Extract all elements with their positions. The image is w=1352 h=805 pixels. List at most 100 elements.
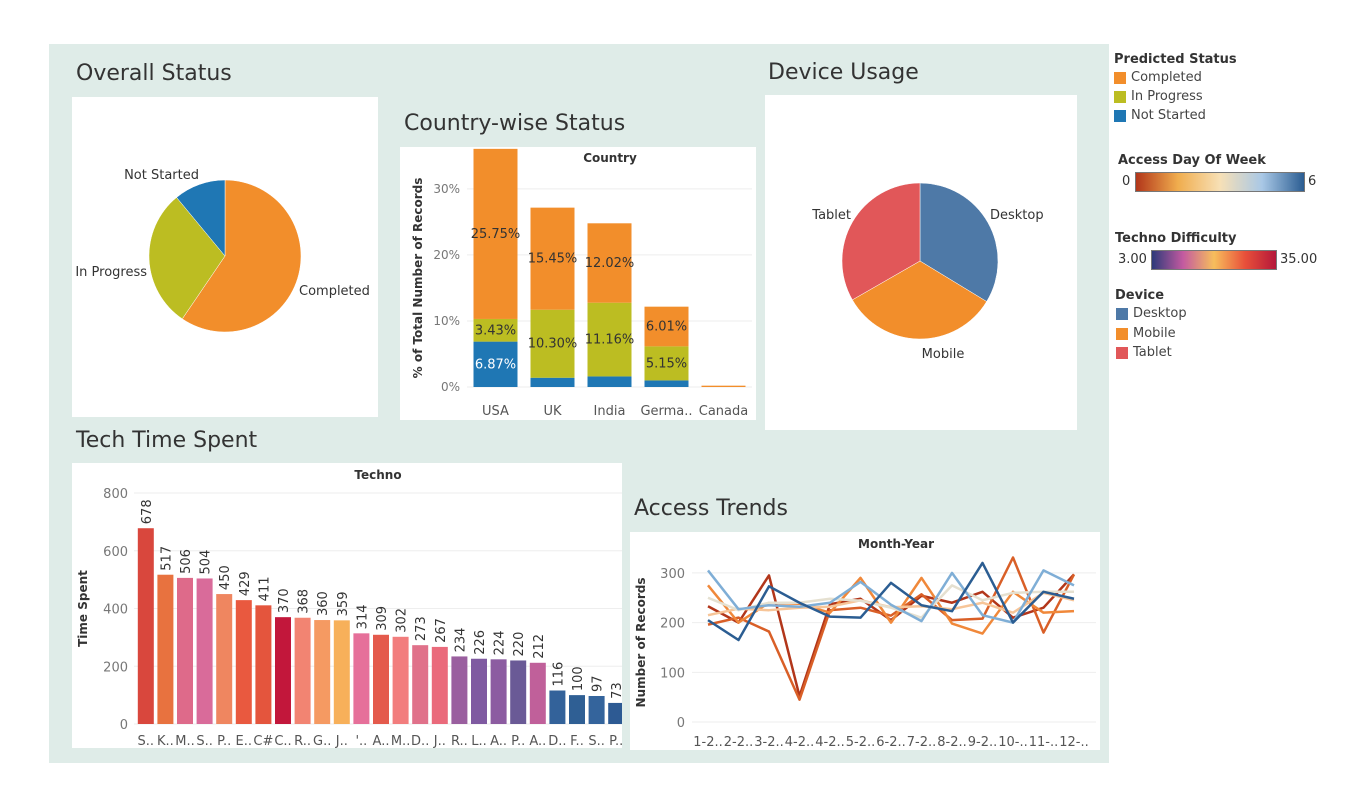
country-bar-completed[interactable] [587, 223, 632, 303]
legend-item-completed[interactable]: Completed [1114, 70, 1202, 85]
tech-bar[interactable] [392, 636, 409, 724]
country-status-bar-chart[interactable]: Country 0% 10% 20% 30% % of Total Number of R… [400, 147, 756, 420]
tech-bar[interactable] [588, 695, 605, 724]
tech-y-tick-label: 800 [103, 487, 128, 502]
device-slice-mobile[interactable] [852, 260, 987, 340]
techno-difficulty-min-label: 3.00 [1118, 252, 1147, 267]
country-y-tick-label: 20% [433, 248, 460, 262]
tech-y-tick-label: 400 [103, 603, 128, 618]
country-data-label: 11.16% [585, 333, 635, 348]
country-bar-not-started[interactable] [587, 376, 632, 387]
tech-data-label: 506 [179, 549, 194, 574]
country-data-label: 5.15% [646, 356, 687, 371]
tech-bar[interactable] [216, 594, 233, 724]
country-data-label: 10.30% [528, 337, 578, 352]
tech-x-tick-label: D.. [548, 734, 566, 748]
tech-x-tick-label: R.. [294, 734, 311, 748]
tech-x-tick-label: M.. [391, 734, 410, 748]
access-series-line[interactable] [707, 584, 1074, 619]
tech-x-tick-label: P.. [511, 734, 525, 748]
access-day-gradient[interactable] [1135, 172, 1305, 192]
device-slice-tablet[interactable] [841, 182, 921, 301]
tech-bar[interactable] [235, 600, 252, 724]
tech-bar[interactable] [471, 658, 487, 724]
tech-bar[interactable] [353, 633, 370, 724]
country-bar-in-progress[interactable] [644, 346, 689, 381]
access-trends-line-chart[interactable]: Month-Year 0 100 200 300 Number of Records 1-2… [630, 532, 1100, 750]
tech-x-tick-label: '.. [355, 734, 367, 748]
access-series-line[interactable] [707, 561, 1075, 642]
tech-bar[interactable] [275, 617, 291, 724]
tech-bar[interactable] [569, 695, 585, 724]
country-bar-not-started[interactable] [530, 377, 575, 387]
country-bar-in-progress[interactable] [473, 318, 518, 342]
tech-bar[interactable] [137, 528, 154, 724]
country-bar-completed[interactable] [701, 385, 746, 387]
legend-item-tablet[interactable]: Tablet [1116, 345, 1172, 360]
country-y-tick-label: 30% [433, 182, 460, 196]
tech-y-tick-label: 0 [120, 718, 128, 733]
country-chart-header: Country [583, 151, 637, 165]
overall-status-pie-chart[interactable]: Completed In Progress Not Started [72, 97, 378, 417]
country-bar-completed[interactable] [644, 306, 689, 347]
tech-bar[interactable] [177, 577, 193, 724]
tech-bar[interactable] [549, 690, 566, 724]
tech-bar[interactable] [510, 660, 527, 724]
tech-bar[interactable] [608, 702, 625, 724]
overall-status-title: Overall Status [76, 61, 232, 86]
tech-data-label: 302 [395, 608, 410, 633]
tech-data-label: 226 [473, 630, 488, 655]
country-bar-completed[interactable] [473, 148, 518, 319]
tech-time-bar-chart[interactable]: Techno 0 200 400 600 800 Time Spent 678 S.. 517 K.… [72, 463, 625, 749]
swatch-in-progress [1114, 90, 1126, 103]
tech-x-tick-label: S.. [196, 734, 213, 748]
access-x-tick-label: 5-2.. [846, 735, 876, 750]
tech-bar[interactable] [451, 656, 468, 724]
access-series-line[interactable] [707, 556, 1076, 701]
country-bar-in-progress[interactable] [530, 309, 575, 378]
legend-item-not-started[interactable]: Not Started [1114, 108, 1206, 123]
legend-item-mobile[interactable]: Mobile [1116, 326, 1176, 341]
techno-difficulty-gradient[interactable] [1151, 250, 1277, 270]
tech-bar[interactable] [431, 646, 448, 724]
device-label-mobile: Mobile [922, 347, 965, 362]
overall-slice-completed[interactable] [181, 179, 302, 333]
country-bar-completed[interactable] [530, 207, 575, 310]
device-slice-desktop[interactable] [919, 182, 999, 302]
overall-slice-not-started[interactable] [176, 179, 226, 257]
device-usage-pie-chart[interactable]: Desktop Mobile Tablet [765, 95, 1077, 430]
tech-data-label: 267 [434, 618, 449, 643]
access-series-line[interactable] [707, 573, 1075, 698]
techno-difficulty-legend-title: Techno Difficulty [1115, 231, 1237, 246]
tech-bar[interactable] [373, 634, 389, 724]
tech-x-tick-label: P.. [217, 734, 231, 748]
tech-data-label: 411 [257, 576, 272, 601]
tech-data-label: 504 [199, 550, 214, 575]
legend-item-desktop[interactable]: Desktop [1116, 306, 1187, 321]
tech-bar[interactable] [333, 620, 350, 724]
tech-data-label: 234 [453, 628, 468, 653]
tech-bar[interactable] [529, 662, 546, 724]
access-day-legend-title: Access Day Of Week [1118, 153, 1266, 168]
tech-bar[interactable] [314, 620, 331, 724]
access-x-tick-label: 10-.. [998, 735, 1028, 750]
tech-bar[interactable] [196, 578, 213, 724]
swatch-completed [1114, 71, 1126, 84]
tech-bar[interactable] [255, 605, 272, 724]
country-bar-not-started[interactable] [473, 341, 518, 387]
tech-bar[interactable] [490, 659, 507, 724]
techno-difficulty-max-label: 35.00 [1280, 252, 1318, 267]
access-y-tick-label: 300 [660, 567, 685, 582]
country-bar-in-progress[interactable] [587, 302, 632, 377]
tech-bar[interactable] [412, 645, 429, 724]
overall-slice-in-progress[interactable] [148, 197, 226, 320]
tech-bar[interactable] [294, 617, 311, 724]
access-x-tick-label: 2-2.. [724, 735, 754, 750]
tech-bar[interactable] [157, 574, 174, 724]
country-status-panel: Country 0% 10% 20% 30% % of Total Number of R… [400, 147, 756, 420]
tech-time-panel: Techno 0 200 400 600 800 Time Spent 678 S.. 517 K.… [72, 463, 625, 749]
legend-item-in-progress[interactable]: In Progress [1114, 89, 1203, 104]
tech-data-label: 370 [277, 588, 292, 613]
swatch-tablet [1116, 346, 1128, 359]
country-bar-not-started[interactable] [644, 380, 689, 387]
